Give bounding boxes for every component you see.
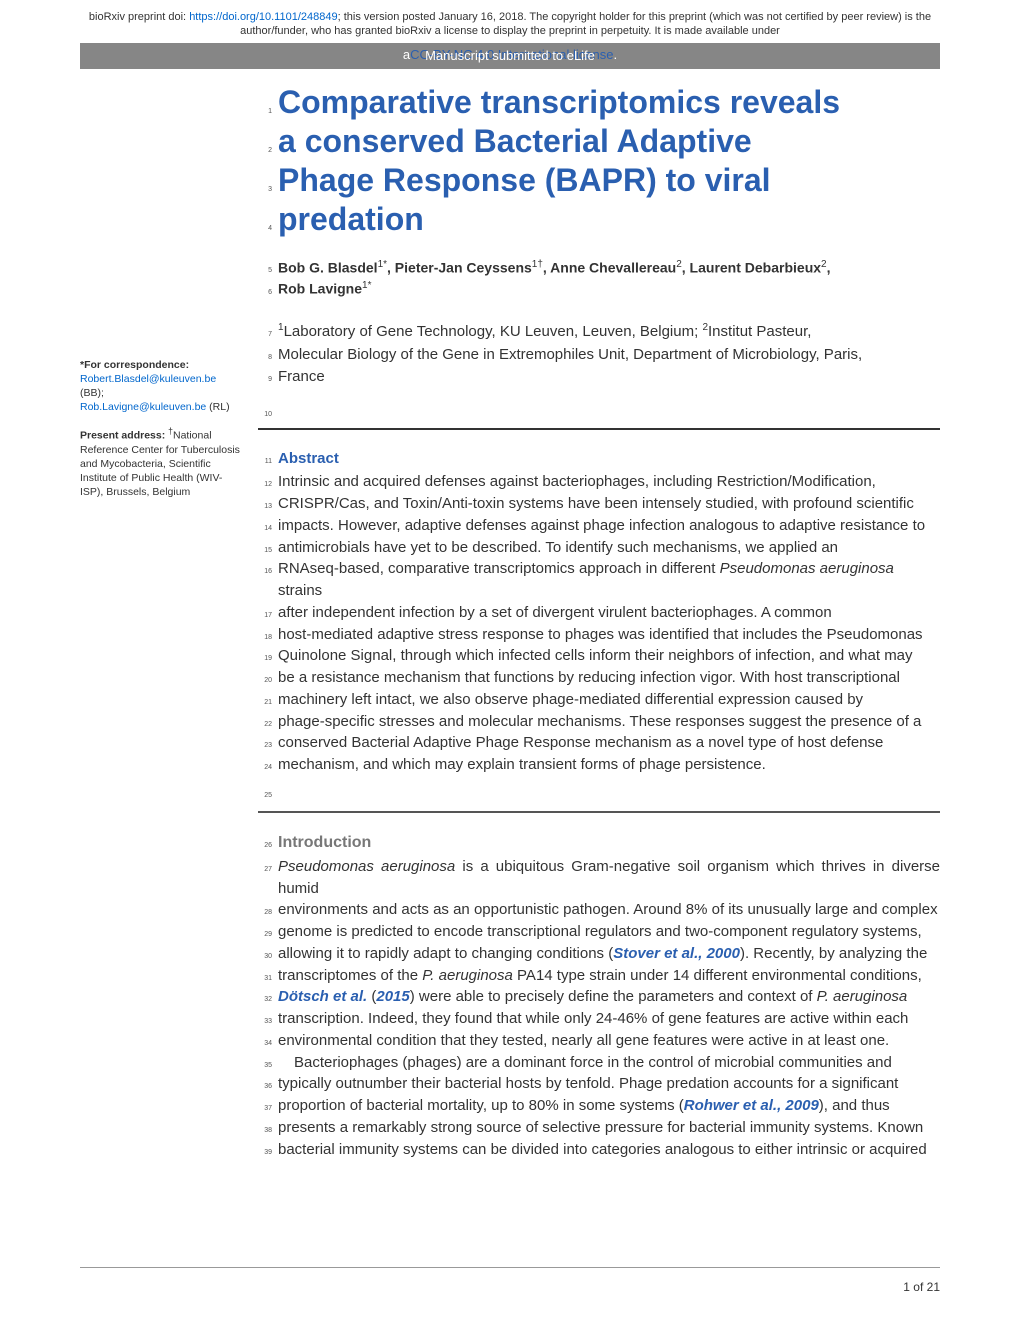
page-number: 1 of 21 (903, 1280, 940, 1294)
abstract-section: 11Abstract 12Intrinsic and acquired defe… (258, 448, 940, 776)
abstract-heading: Abstract (278, 448, 339, 470)
preprint-notice: bioRxiv preprint doi: https://doi.org/10… (0, 0, 1020, 43)
submission-bar: aCC-BY-NC 4.0 International license. Man… (80, 43, 940, 69)
sidebar: *For correspondence: Robert.Blasdel@kule… (80, 83, 240, 1161)
corr-email-2[interactable]: Rob.Lavigne@kuleuven.be (80, 401, 206, 413)
present-address-block: Present address: †National Reference Cen… (80, 426, 240, 499)
authors: 5Bob G. Blasdel1*, Pieter-Jan Ceyssens1†… (258, 257, 940, 300)
intro-heading: Introduction (278, 831, 371, 854)
main-column: 1Comparative transcriptomics reveals 2a … (258, 83, 940, 1161)
article-title: 1Comparative transcriptomics reveals 2a … (258, 83, 940, 239)
preprint-rest: ; this version posted January 16, 2018. … (240, 11, 931, 37)
intro-section: 26Introduction 27Pseudomonas aeruginosa … (258, 831, 940, 1161)
graybar-text: Manuscript submitted to eLife (80, 48, 940, 63)
affiliations: 71Laboratory of Gene Technology, KU Leuv… (258, 320, 940, 389)
correspondence-header: *For correspondence: (80, 358, 240, 372)
preprint-prefix: bioRxiv preprint doi: (89, 11, 189, 23)
divider (258, 428, 940, 430)
divider (258, 811, 940, 813)
correspondence-block: *For correspondence: Robert.Blasdel@kule… (80, 358, 240, 415)
footer-rule (80, 1267, 940, 1268)
doi-link[interactable]: https://doi.org/10.1101/248849 (189, 11, 337, 23)
corr-email-1[interactable]: Robert.Blasdel@kuleuven.be (80, 373, 216, 385)
